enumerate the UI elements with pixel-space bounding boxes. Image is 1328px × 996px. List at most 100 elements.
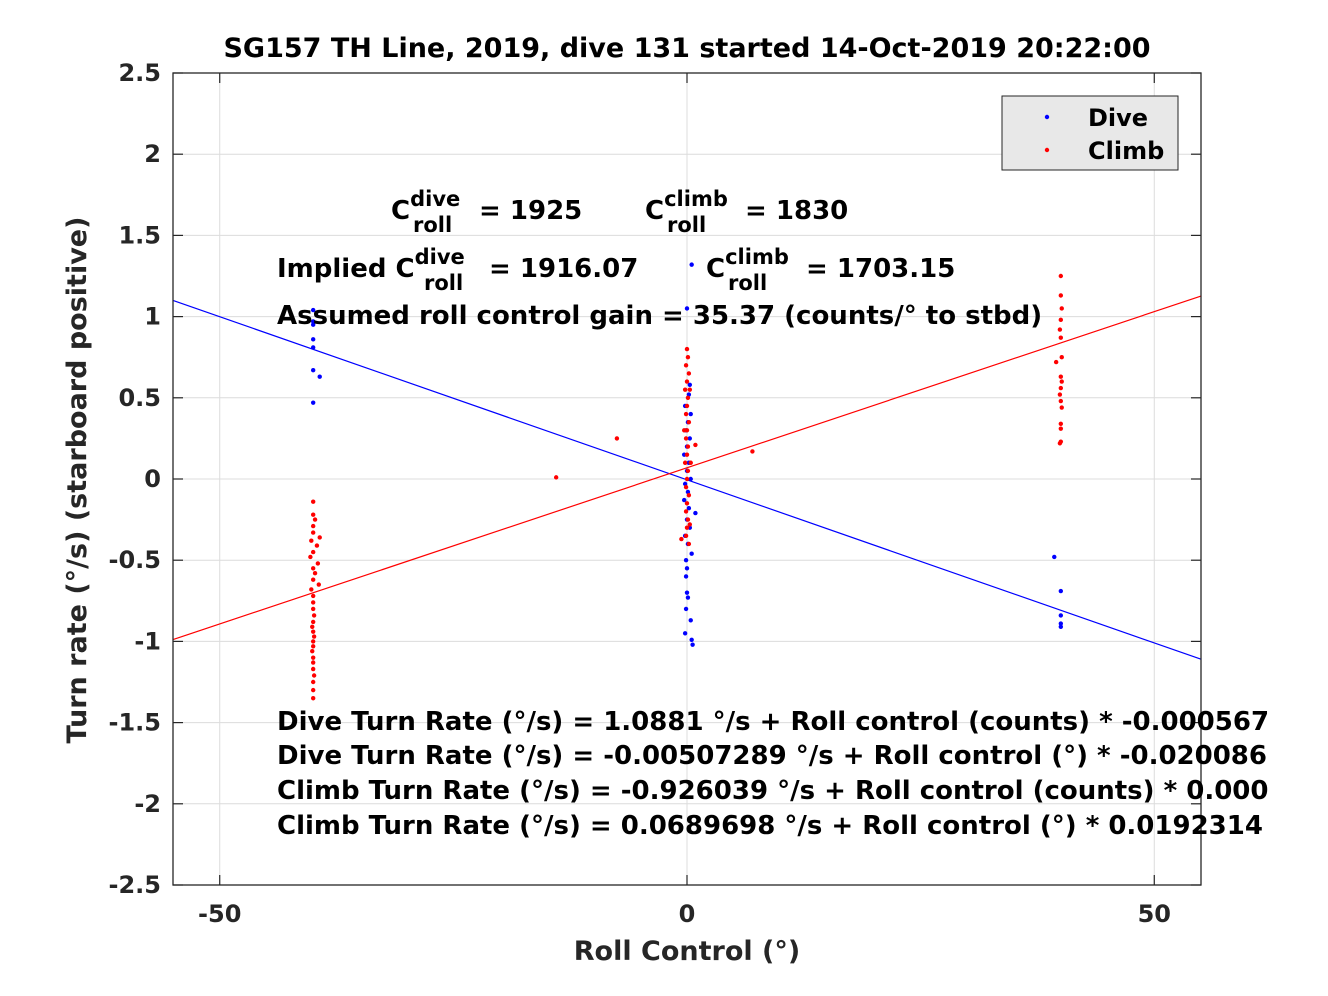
climb-point — [688, 460, 693, 465]
c-climb-sub: roll — [667, 213, 706, 237]
dive-point — [682, 631, 688, 636]
climb-point — [1058, 426, 1064, 431]
fit-equation-line: Climb Turn Rate (°/s) = 0.0689698 °/s + … — [277, 811, 1263, 841]
data-points — [308, 262, 1064, 701]
climb-point — [311, 613, 317, 618]
dive-point — [684, 590, 690, 595]
c-climb-sup: climb — [664, 187, 728, 211]
climb-point — [310, 530, 316, 535]
dive-point — [689, 637, 694, 642]
legend-dive-marker — [1044, 114, 1050, 120]
dive-point — [310, 322, 316, 327]
implied-climb-sub: roll — [728, 271, 767, 295]
climb-point — [1058, 317, 1064, 323]
climb-point — [1058, 273, 1064, 279]
climb-point — [684, 476, 690, 482]
dive-point — [1058, 588, 1064, 594]
climb-point — [686, 493, 692, 498]
climb-point — [310, 629, 316, 634]
climb-point — [310, 696, 316, 701]
dive-point — [683, 606, 689, 612]
climb-point — [312, 570, 318, 576]
y-tick-label: 0 — [144, 465, 161, 493]
climb-point — [553, 475, 559, 480]
legend-climb-label: Climb — [1088, 137, 1164, 165]
climb-point — [310, 549, 316, 555]
climb-point — [310, 644, 316, 649]
dive-point — [688, 476, 693, 482]
fit-equation-line: Dive Turn Rate (°/s) = -0.00507289 °/s +… — [277, 741, 1267, 771]
climb-point — [310, 606, 316, 612]
dive-point — [685, 595, 691, 600]
climb-point — [681, 428, 687, 433]
dive-point — [686, 506, 692, 511]
climb-point — [1058, 374, 1064, 379]
climb-point — [1058, 421, 1064, 426]
implied-climb-annotation: Cclimb roll = 1703.15 — [706, 245, 955, 295]
climb-point — [1058, 398, 1064, 404]
climb-point — [1059, 405, 1064, 410]
climb-point — [310, 523, 316, 529]
c-dive-value: = 1925 — [470, 196, 582, 226]
dive-point — [310, 307, 316, 313]
climb-point — [309, 538, 314, 543]
implied-dive-sup: dive — [415, 245, 465, 269]
dive-point — [1058, 624, 1064, 629]
y-tick-label: 2.5 — [118, 59, 161, 87]
climb-point — [314, 543, 320, 548]
climb-fit-line — [172, 295, 1202, 641]
c-climb-annotation: Cclimb roll = 1830 — [645, 187, 848, 237]
y-tick-label: 2 — [144, 140, 161, 168]
legend: Dive Climb — [1001, 95, 1179, 171]
climb-point — [684, 452, 690, 457]
climb-point — [683, 484, 689, 490]
climb-point — [310, 624, 315, 629]
climb-point — [1059, 379, 1064, 384]
x-axis-label: Roll Control (°) — [574, 936, 800, 967]
climb-point — [683, 363, 689, 368]
climb-point — [683, 533, 689, 539]
climb-point — [687, 522, 693, 527]
climb-point — [685, 517, 691, 522]
implied-dive-value: = 1916.07 — [480, 254, 638, 284]
dive-point — [683, 558, 689, 563]
climb-point — [686, 419, 692, 425]
climb-point — [685, 468, 691, 474]
dive-point — [689, 262, 694, 267]
dive-point — [687, 382, 693, 388]
climb-point — [679, 536, 684, 542]
climb-point — [685, 395, 691, 400]
chart-title: SG157 TH Line, 2019, dive 131 started 14… — [223, 33, 1150, 64]
climb-point — [683, 509, 689, 514]
climb-point — [310, 600, 316, 605]
dive-point — [310, 345, 316, 350]
climb-point — [1058, 335, 1064, 340]
climb-point — [1053, 359, 1059, 365]
climb-point — [1058, 293, 1064, 298]
dive-point — [317, 374, 322, 379]
y-tick-label: -2.5 — [109, 871, 161, 899]
climb-point — [315, 561, 321, 566]
axis-ticks: -50 0 50 2.5 2 1.5 1 0.5 0 -0.5 -1 -1.5 -2 -2.5 — [109, 59, 1201, 928]
dive-point — [687, 436, 693, 441]
implied-climb-value: = 1703.15 — [797, 254, 955, 284]
y-tick-label: 1 — [144, 303, 161, 331]
y-tick-label: 0.5 — [118, 384, 161, 412]
dive-point — [683, 574, 689, 579]
dive-point — [1052, 554, 1057, 560]
x-tick-label: -50 — [198, 900, 241, 928]
climb-point — [614, 436, 620, 441]
dive-point — [690, 642, 695, 647]
climb-point — [750, 449, 755, 454]
dive-point — [693, 510, 698, 516]
climb-point — [310, 577, 316, 582]
climb-point — [312, 517, 318, 522]
climb-point — [1058, 385, 1064, 391]
y-tick-label: 1.5 — [118, 221, 161, 249]
dive-point — [684, 566, 690, 571]
y-axis-label: Turn rate (°/s) (starboard positive) — [62, 217, 93, 744]
dive-point — [688, 411, 693, 417]
gain-annotation: Assumed roll control gain = 35.37 (count… — [277, 301, 1042, 331]
climb-point — [310, 499, 316, 504]
